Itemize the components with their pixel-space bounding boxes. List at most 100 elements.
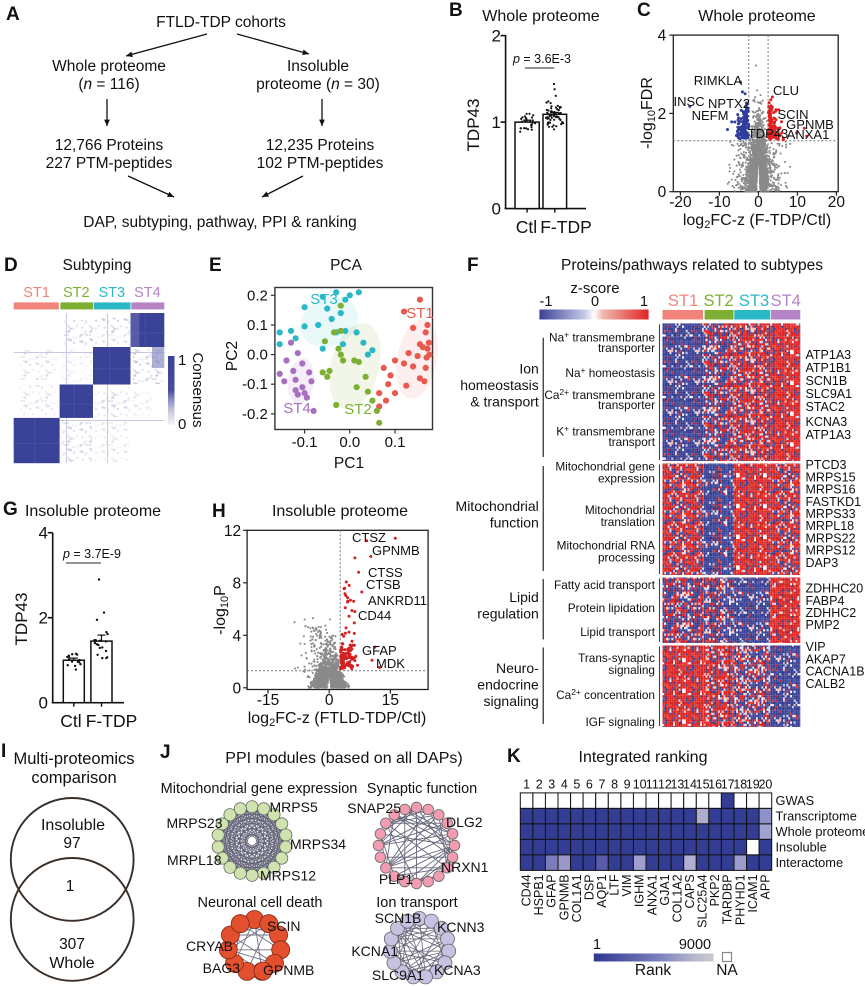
svg-text:MRPS22: MRPS22 xyxy=(806,532,856,546)
svg-text:F: F xyxy=(467,255,479,276)
svg-text:IGF signaling: IGF signaling xyxy=(585,715,655,729)
svg-text:227 PTM-peptides: 227 PTM-peptides xyxy=(46,155,173,172)
svg-text:0: 0 xyxy=(754,194,763,211)
svg-text:DAP3: DAP3 xyxy=(806,556,839,570)
svg-text:ATP1B1: ATP1B1 xyxy=(806,361,852,375)
svg-text:AKAP7: AKAP7 xyxy=(806,653,846,667)
svg-text:PMP2: PMP2 xyxy=(806,618,840,632)
svg-text:Subtyping: Subtyping xyxy=(63,257,132,274)
svg-text:MRPS33: MRPS33 xyxy=(806,507,856,521)
svg-text:endocrine: endocrine xyxy=(477,677,539,693)
svg-text:0: 0 xyxy=(325,692,334,709)
svg-text:signaling: signaling xyxy=(608,663,655,677)
svg-text:KCNA3: KCNA3 xyxy=(806,415,848,429)
svg-text:Insoluble proteome: Insoluble proteome xyxy=(25,503,161,520)
svg-text:INSC: INSC xyxy=(673,94,704,109)
svg-text:1: 1 xyxy=(640,294,648,310)
svg-text:ANXA1: ANXA1 xyxy=(787,127,830,142)
svg-text:Trans-synaptic: Trans-synaptic xyxy=(578,651,655,665)
svg-text:Ctl: Ctl xyxy=(60,711,81,731)
svg-text:NPTX2: NPTX2 xyxy=(708,96,750,111)
svg-text:Ca2+ concentration: Ca2+ concentration xyxy=(556,687,655,702)
svg-text:-20: -20 xyxy=(669,194,692,211)
svg-text:ST2: ST2 xyxy=(703,292,733,310)
svg-text:0.0: 0.0 xyxy=(339,434,360,451)
svg-text:12,235 Proteins: 12,235 Proteins xyxy=(266,137,375,154)
svg-text:z-score: z-score xyxy=(570,280,619,297)
svg-text:Fatty acid transport: Fatty acid transport xyxy=(554,578,656,592)
svg-text:2: 2 xyxy=(492,27,501,46)
svg-text:10: 10 xyxy=(789,194,807,211)
svg-text:Whole proteome: Whole proteome xyxy=(52,58,166,75)
svg-text:GPNMB: GPNMB xyxy=(786,117,834,132)
svg-text:F-TDP: F-TDP xyxy=(86,711,138,731)
svg-text:12,766 Proteins: 12,766 Proteins xyxy=(55,137,164,154)
svg-text:-0.2: -0.2 xyxy=(242,406,268,423)
svg-text:-log10FDR: -log10FDR xyxy=(639,77,658,149)
svg-text:& transport: & transport xyxy=(470,394,539,410)
svg-text:TDP43: TDP43 xyxy=(464,99,483,152)
svg-text:Mitochondrial gene: Mitochondrial gene xyxy=(555,460,655,474)
svg-text:STAC2: STAC2 xyxy=(806,400,845,414)
svg-text:signaling: signaling xyxy=(484,693,539,709)
svg-text:RIMKLA: RIMKLA xyxy=(694,73,743,88)
svg-text:Whole proteome: Whole proteome xyxy=(482,8,599,25)
svg-text:SCN1B: SCN1B xyxy=(806,374,848,388)
svg-text:D: D xyxy=(4,255,18,276)
svg-text:H: H xyxy=(212,501,226,522)
svg-text:translation: translation xyxy=(601,515,655,529)
svg-text:ATP1A3: ATP1A3 xyxy=(806,428,852,442)
svg-text:ST2: ST2 xyxy=(344,401,372,418)
svg-text:1: 1 xyxy=(492,113,501,132)
svg-text:0: 0 xyxy=(658,184,667,201)
svg-text:MRPS15: MRPS15 xyxy=(806,471,856,485)
svg-text:(n = 116): (n = 116) xyxy=(78,76,139,93)
svg-text:0: 0 xyxy=(232,680,241,697)
svg-text:PTCD3: PTCD3 xyxy=(806,458,847,472)
svg-text:0: 0 xyxy=(39,694,48,713)
svg-text:PC1: PC1 xyxy=(334,455,364,472)
svg-text:VIP: VIP xyxy=(806,640,826,654)
svg-text:0: 0 xyxy=(178,416,186,433)
svg-text:ST3: ST3 xyxy=(739,292,769,310)
svg-text:Consensus: Consensus xyxy=(189,352,206,427)
svg-text:MRPS12: MRPS12 xyxy=(806,544,856,558)
svg-text:proteome (n = 30): proteome (n = 30) xyxy=(256,76,380,93)
svg-text:ST1: ST1 xyxy=(668,292,698,310)
svg-text:MRPS16: MRPS16 xyxy=(806,483,856,497)
svg-text:-10: -10 xyxy=(708,194,731,211)
svg-text:MRPL18: MRPL18 xyxy=(806,519,855,533)
svg-text:FABP4: FABP4 xyxy=(806,594,845,608)
svg-text:regulation: regulation xyxy=(477,606,539,622)
svg-text:p = 3.7E-9: p = 3.7E-9 xyxy=(62,547,121,561)
svg-text:PCA: PCA xyxy=(330,257,363,274)
svg-text:TDP43: TDP43 xyxy=(748,126,788,141)
svg-text:DAP, subtyping, pathway, PPI &: DAP, subtyping, pathway, PPI & ranking xyxy=(83,214,356,231)
svg-text:Na+ homeostasis: Na+ homeostasis xyxy=(565,365,655,380)
svg-text:-log10P: -log10P xyxy=(212,585,231,635)
svg-text:Insoluble: Insoluble xyxy=(287,58,349,75)
svg-text:ZDHHC2: ZDHHC2 xyxy=(806,606,857,620)
svg-text:log2FC-z (FTLD-TDP/Ctl): log2FC-z (FTLD-TDP/Ctl) xyxy=(248,710,427,729)
svg-text:0.1: 0.1 xyxy=(385,434,406,451)
svg-text:ST1: ST1 xyxy=(23,285,50,301)
svg-text:FTLD-TDP cohorts: FTLD-TDP cohorts xyxy=(156,14,286,31)
svg-text:0.2: 0.2 xyxy=(247,287,268,304)
svg-text:0.1: 0.1 xyxy=(247,317,268,334)
svg-text:15: 15 xyxy=(382,692,399,709)
svg-text:SCIN: SCIN xyxy=(777,107,808,122)
svg-text:4: 4 xyxy=(658,28,667,45)
svg-text:ST4: ST4 xyxy=(134,285,161,301)
svg-text:-1: -1 xyxy=(540,294,553,310)
svg-text:2: 2 xyxy=(39,609,48,628)
svg-text:8: 8 xyxy=(232,575,241,592)
svg-text:-0.1: -0.1 xyxy=(242,376,268,393)
svg-text:FASTKD1: FASTKD1 xyxy=(806,495,862,509)
svg-text:G: G xyxy=(3,499,18,520)
svg-text:1: 1 xyxy=(178,352,186,369)
svg-text:CALB2: CALB2 xyxy=(806,677,846,691)
svg-text:NEFM: NEFM xyxy=(692,108,729,123)
svg-text:Whole proteome: Whole proteome xyxy=(698,8,815,25)
svg-text:Mitochondrial: Mitochondrial xyxy=(456,498,539,514)
svg-text:ZDHHC20: ZDHHC20 xyxy=(806,582,864,596)
